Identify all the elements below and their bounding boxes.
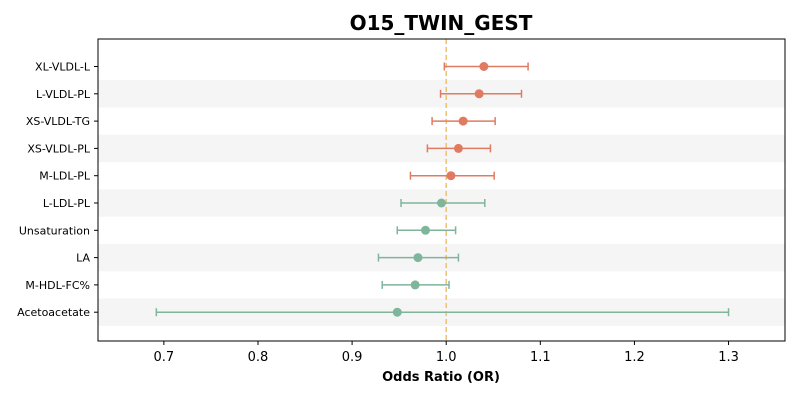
odds-ratio-point [479,62,489,71]
odds-ratio-point [421,225,431,235]
x-tick-label: 1.2 [624,350,645,365]
y-tick-label: L-VLDL-PL [36,88,91,101]
y-tick-label: Acetoacetate [17,306,90,319]
x-tick-label: 0.9 [342,350,363,365]
y-tick-label: Unsaturation [19,224,90,237]
x-tick-label: 0.8 [248,350,269,365]
data-row [443,62,529,71]
odds-ratio-point [446,171,456,181]
y-tick-label: XS-VLDL-TG [26,115,90,128]
data-row [381,280,450,290]
y-tick-label: L-LDL-PL [43,197,91,210]
x-tick-label: 0.7 [154,350,175,365]
odds-ratio-point [453,143,463,153]
y-tick-label: LA [76,252,90,265]
data-row [400,198,486,208]
odds-ratio-point [458,116,468,126]
data-marks [155,62,730,317]
odds-ratio-point [474,89,484,99]
x-tick-label: 1.3 [718,350,739,365]
data-row [155,307,730,317]
y-tick-label: M-HDL-FC% [25,279,90,292]
y-tick-label: XL-VLDL-L [35,61,91,74]
y-axis: XL-VLDL-L L-VLDL-PL XS-VLDL-TG XS-VLDL-PL M-… [17,61,98,319]
data-row [426,143,492,153]
data-row [396,225,457,235]
data-row [431,116,496,126]
plot-frame [97,38,786,342]
data-row [377,253,460,263]
x-tick-label: 1.1 [530,350,551,365]
x-axis-label: Odds Ratio (OR) [382,370,500,385]
y-tick-label: M-LDL-PL [39,170,91,183]
odds-ratio-point [437,198,446,208]
x-tick-label: 1.0 [436,350,457,365]
odds-ratio-point [410,280,420,290]
data-row [409,171,495,181]
odds-ratio-point [392,307,402,317]
data-row [439,89,523,99]
odds-ratio-point [413,253,423,263]
y-tick-label: XS-VLDL-PL [27,142,91,155]
x-axis: 0.7 0.8 0.9 1.0 1.1 1.2 1.3 [154,341,739,365]
chart-title: O15_TWIN_GEST [350,11,533,35]
